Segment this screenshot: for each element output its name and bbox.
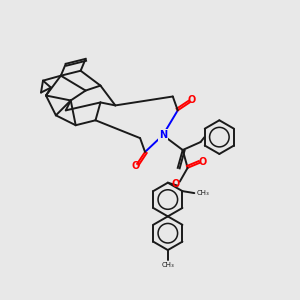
Text: CH₃: CH₃	[161, 262, 174, 268]
Text: O: O	[198, 157, 207, 167]
Text: CH₃: CH₃	[196, 190, 209, 196]
Text: N: N	[159, 130, 167, 140]
Text: O: O	[131, 161, 139, 171]
Text: O: O	[188, 95, 196, 106]
Text: O: O	[172, 179, 180, 189]
